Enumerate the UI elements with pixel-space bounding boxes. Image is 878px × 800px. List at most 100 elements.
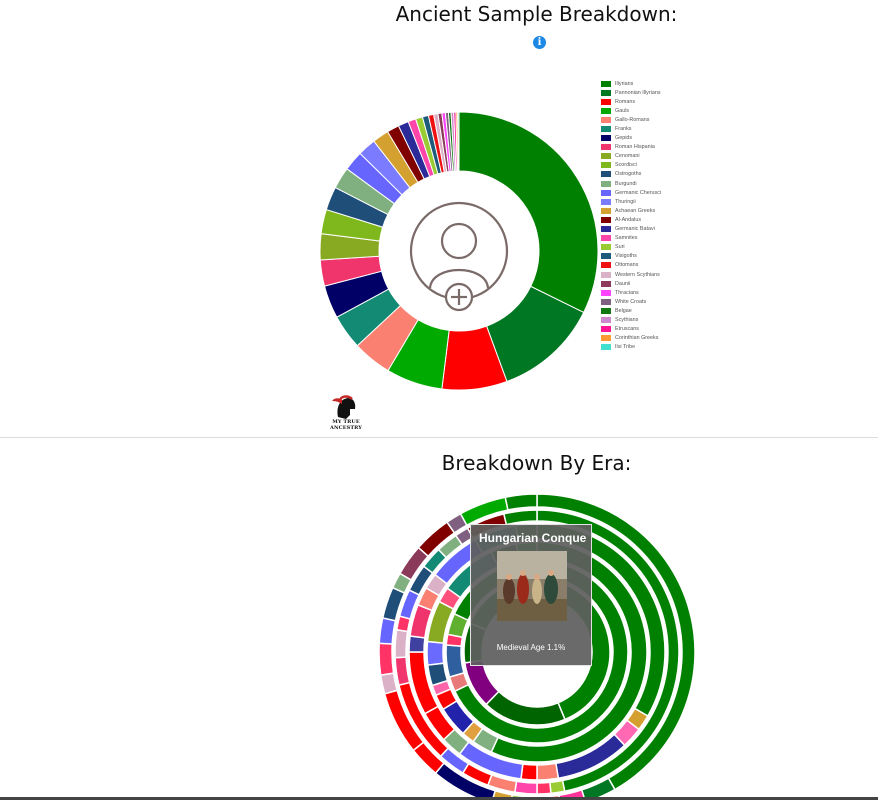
- legend-swatch: [601, 180, 611, 187]
- legend-swatch: [601, 216, 611, 223]
- era-ring-6-segment-11[interactable]: [378, 617, 397, 645]
- legend-item[interactable]: Scordisci: [601, 161, 661, 170]
- add-user-icon[interactable]: [409, 201, 509, 312]
- era-ring-6-segment-9[interactable]: [379, 672, 399, 695]
- legend-item[interactable]: Etruscans: [601, 325, 661, 334]
- legend-item[interactable]: Franks: [601, 124, 661, 133]
- legend-swatch: [601, 298, 611, 305]
- era-ring-5-segment-9[interactable]: [394, 628, 409, 659]
- legend-label: Gepids: [615, 135, 633, 142]
- legend-item[interactable]: Ottomans: [601, 261, 661, 270]
- ancestry-donut-chart: [319, 111, 599, 391]
- legend-swatch: [601, 335, 611, 342]
- era-ring-4-segment-10[interactable]: [408, 635, 426, 653]
- legend-item[interactable]: Daunii: [601, 279, 661, 288]
- legend-label: Ilsi Tribe: [615, 344, 636, 351]
- era-ring-3-segment-7[interactable]: [426, 640, 445, 666]
- legend-item[interactable]: Western Scythians: [601, 270, 661, 279]
- era-ring-5-segment-3[interactable]: [513, 780, 538, 795]
- era-ring-5-segment-17[interactable]: [502, 509, 538, 526]
- donut-slice-29[interactable]: [457, 111, 460, 172]
- legend-item[interactable]: Visigoths: [601, 252, 661, 261]
- tooltip-title: Hungarian Conque: [479, 531, 587, 545]
- legend-swatch: [601, 307, 611, 314]
- page-bottom-border: [0, 797, 878, 800]
- legend-label: Germanic Cherusci: [615, 189, 662, 196]
- section-divider: [0, 437, 878, 438]
- legend-swatch: [601, 244, 611, 251]
- legend-item[interactable]: Pannonian Illyrians: [601, 88, 661, 97]
- legend-item[interactable]: Thracians: [601, 288, 661, 297]
- era-ring-4-segment-5[interactable]: [520, 763, 538, 781]
- legend-swatch: [601, 289, 611, 296]
- legend-label: Romans: [615, 98, 636, 105]
- legend-item[interactable]: Germanic Cherusci: [601, 188, 661, 197]
- legend-item[interactable]: Gepids: [601, 134, 661, 143]
- era-ring-4-segment-4[interactable]: [536, 762, 560, 781]
- legend-swatch: [601, 226, 611, 233]
- legend-swatch: [601, 162, 611, 169]
- era-ring-2-segment-2[interactable]: [445, 644, 465, 678]
- donut-slice-0[interactable]: [458, 111, 599, 314]
- legend-item[interactable]: Al-Andalus: [601, 215, 661, 224]
- legend-label: Gauls: [615, 107, 630, 114]
- legend-item[interactable]: Germanic Batavi: [601, 225, 661, 234]
- spartan-helmet-icon: [332, 395, 356, 419]
- legend-label: Burgundi: [615, 180, 637, 187]
- legend-label: Corinthian Greeks: [615, 335, 659, 342]
- legend-swatch: [601, 271, 611, 278]
- chart-legend: Illyrians Pannonian Illyrians Romans Gauls G…: [601, 79, 661, 352]
- legend-label: Western Scythians: [615, 271, 660, 278]
- legend-swatch: [601, 189, 611, 196]
- era-ring-5-segment-1[interactable]: [549, 779, 566, 795]
- legend-swatch: [601, 344, 611, 351]
- legend-item[interactable]: Samnites: [601, 234, 661, 243]
- legend-swatch: [601, 326, 611, 333]
- legend-item[interactable]: Illyrians: [601, 79, 661, 88]
- legend-swatch: [601, 235, 611, 242]
- era-ring-6-segment-10[interactable]: [378, 642, 395, 676]
- legend-item[interactable]: Romans: [601, 97, 661, 106]
- legend-label: Etruscans: [615, 326, 639, 333]
- legend-item[interactable]: Roman Hispania: [601, 143, 661, 152]
- legend-label: Visigoths: [615, 253, 637, 260]
- legend-label: Gallo-Romans: [615, 116, 650, 123]
- legend-item[interactable]: Cenomani: [601, 152, 661, 161]
- legend-item[interactable]: Ostrogoths: [601, 170, 661, 179]
- legend-item[interactable]: Gauls: [601, 106, 661, 115]
- legend-item[interactable]: Gallo-Romans: [601, 115, 661, 124]
- logo-text: MY TRUE ANCESTRY: [330, 419, 362, 431]
- legend-label: Suri: [615, 244, 625, 251]
- legend-label: Germanic Batavi: [615, 226, 655, 233]
- era-ring-6-segment-18[interactable]: [504, 493, 538, 511]
- legend-swatch: [601, 253, 611, 260]
- legend-label: Ostrogoths: [615, 171, 642, 178]
- legend-item[interactable]: Burgundi: [601, 179, 661, 188]
- era-ring-3-segment-6[interactable]: [426, 662, 449, 687]
- legend-swatch: [601, 107, 611, 114]
- legend-swatch: [601, 280, 611, 287]
- legend-label: Cenomani: [615, 153, 640, 160]
- info-icon[interactable]: i: [533, 36, 546, 49]
- era-section-title: Breakdown By Era:: [441, 451, 632, 475]
- legend-item[interactable]: Achaean Greeks: [601, 206, 661, 215]
- legend-item[interactable]: Belgae: [601, 306, 661, 315]
- legend-label: Roman Hispania: [615, 144, 655, 151]
- legend-label: Thuringii: [615, 198, 636, 205]
- legend-item[interactable]: Ilsi Tribe: [601, 343, 661, 352]
- legend-item[interactable]: White Croats: [601, 297, 661, 306]
- legend-label: Illyrians: [615, 80, 634, 87]
- legend-item[interactable]: Thuringii: [601, 197, 661, 206]
- legend-item[interactable]: Scythians: [601, 315, 661, 324]
- era-ring-5-segment-2[interactable]: [536, 781, 552, 795]
- legend-swatch: [601, 207, 611, 214]
- legend-item[interactable]: Corinthian Greeks: [601, 334, 661, 343]
- legend-label: Scordisci: [615, 162, 637, 169]
- legend-swatch: [601, 98, 611, 105]
- legend-swatch: [601, 144, 611, 151]
- legend-swatch: [601, 135, 611, 142]
- legend-label: Belgae: [615, 307, 632, 314]
- legend-swatch: [601, 153, 611, 160]
- legend-item[interactable]: Suri: [601, 243, 661, 252]
- era-ring-5-segment-8[interactable]: [394, 656, 411, 687]
